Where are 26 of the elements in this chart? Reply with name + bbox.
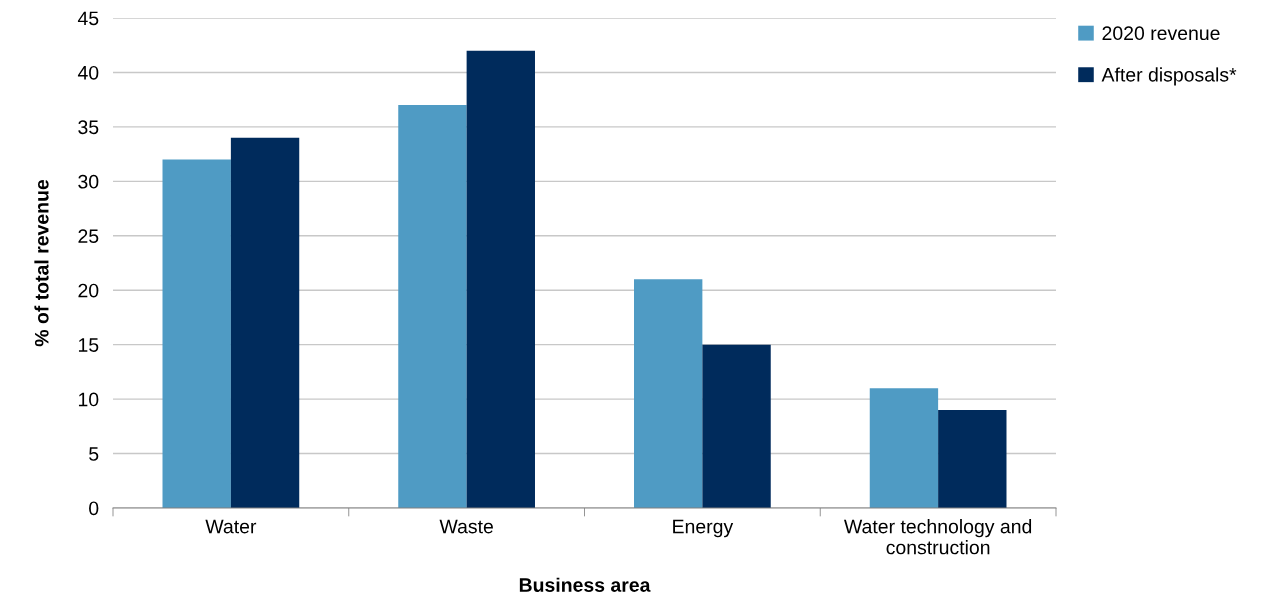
x-tick-label: Energy	[673, 519, 734, 538]
y-tick-label: 0	[89, 501, 99, 516]
y-tick-label: 45	[77, 11, 99, 26]
bar	[398, 105, 467, 508]
bar	[702, 344, 771, 508]
bar	[634, 279, 703, 508]
bar	[162, 159, 231, 508]
bar	[938, 410, 1007, 508]
y-tick-label: 5	[89, 447, 99, 461]
x-tick-label: Water technology and construction	[844, 519, 1032, 555]
y-tick-label: 10	[78, 392, 99, 407]
y-tick-label: 15	[78, 338, 99, 352]
legend-label: After disposals*	[1101, 67, 1237, 86]
bar	[869, 388, 939, 508]
y-axis-title: % of total revenue	[34, 179, 49, 347]
y-tick-label: 35	[78, 120, 99, 135]
legend-label: 2020 revenue	[1102, 26, 1220, 41]
y-tick-label: 40	[77, 65, 99, 80]
y-tick-label: 25	[78, 229, 99, 244]
y-tick-label: 20	[78, 283, 99, 298]
bar	[230, 137, 300, 508]
x-tick-label: Waste	[439, 519, 493, 534]
bar	[466, 50, 535, 508]
y-tick-label: 30	[78, 174, 99, 189]
x-tick-label: Water	[205, 519, 257, 534]
x-axis-title: Business area	[519, 577, 651, 592]
